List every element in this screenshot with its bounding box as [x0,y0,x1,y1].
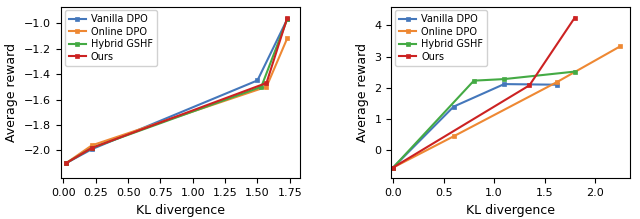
Ours [88,147,96,149]
Ours [62,162,70,164]
Hybrid GSHF [389,166,397,169]
Hybrid GSHF [62,162,70,164]
X-axis label: KL divergence: KL divergence [466,204,556,217]
Hybrid GSHF [571,70,579,73]
Online DPO [262,85,270,88]
Ours [525,84,533,87]
Online DPO [450,135,458,138]
Online DPO [616,45,624,48]
Line: Hybrid GSHF: Hybrid GSHF [63,17,290,166]
Hybrid GSHF [500,78,508,80]
Ours [389,166,397,169]
Online DPO [88,144,96,147]
Line: Online DPO: Online DPO [390,44,623,170]
Line: Vanilla DPO: Vanilla DPO [390,82,559,170]
Legend: Vanilla DPO, Online DPO, Hybrid GSHF, Ours: Vanilla DPO, Online DPO, Hybrid GSHF, Ou… [65,11,157,65]
Line: Vanilla DPO: Vanilla DPO [63,17,290,166]
Ours [284,17,291,19]
Line: Hybrid GSHF: Hybrid GSHF [390,69,577,170]
Online DPO [389,166,397,169]
Hybrid GSHF [88,147,96,149]
Hybrid GSHF [470,79,477,82]
Vanilla DPO [253,79,261,82]
Vanilla DPO [389,166,397,169]
X-axis label: KL divergence: KL divergence [136,204,225,217]
Y-axis label: Average reward: Average reward [5,43,19,142]
Vanilla DPO [62,162,70,164]
Ours [571,16,579,19]
Line: Online DPO: Online DPO [63,36,290,166]
Vanilla DPO [553,83,561,86]
Legend: Vanilla DPO, Online DPO, Hybrid GSHF, Ours: Vanilla DPO, Online DPO, Hybrid GSHF, Ou… [395,11,487,65]
Online DPO [62,162,70,164]
Y-axis label: Average reward: Average reward [356,43,369,142]
Hybrid GSHF [284,18,291,21]
Hybrid GSHF [257,85,265,88]
Line: Ours: Ours [63,16,290,166]
Ours [262,82,270,84]
Line: Ours: Ours [390,15,577,170]
Online DPO [284,37,291,40]
Vanilla DPO [284,18,291,21]
Vanilla DPO [88,148,96,150]
Online DPO [553,81,561,83]
Vanilla DPO [450,105,458,108]
Vanilla DPO [500,83,508,85]
